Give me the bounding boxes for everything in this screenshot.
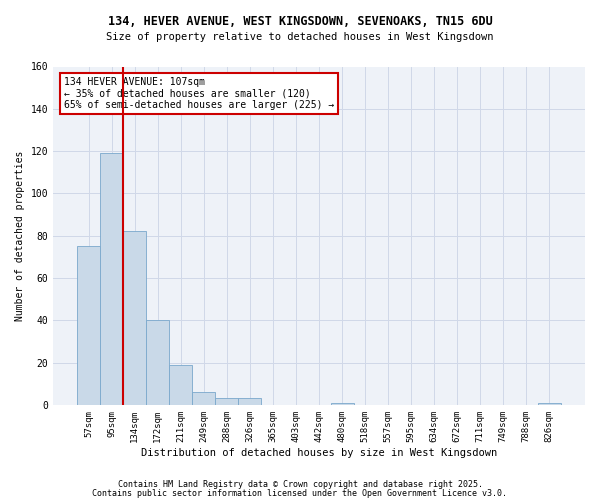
Bar	[169, 364, 193, 405]
Bar	[331, 402, 353, 405]
Text: Size of property relative to detached houses in West Kingsdown: Size of property relative to detached ho…	[106, 32, 494, 42]
Bar	[100, 153, 123, 405]
Bar	[77, 246, 100, 405]
X-axis label: Distribution of detached houses by size in West Kingsdown: Distribution of detached houses by size …	[141, 448, 497, 458]
Bar	[193, 392, 215, 405]
Bar	[123, 232, 146, 405]
Text: Contains public sector information licensed under the Open Government Licence v3: Contains public sector information licen…	[92, 489, 508, 498]
Bar	[215, 398, 238, 405]
Text: 134, HEVER AVENUE, WEST KINGSDOWN, SEVENOAKS, TN15 6DU: 134, HEVER AVENUE, WEST KINGSDOWN, SEVEN…	[107, 15, 493, 28]
Bar	[238, 398, 262, 405]
Bar	[146, 320, 169, 405]
Text: 134 HEVER AVENUE: 107sqm
← 35% of detached houses are smaller (120)
65% of semi-: 134 HEVER AVENUE: 107sqm ← 35% of detach…	[64, 76, 334, 110]
Y-axis label: Number of detached properties: Number of detached properties	[15, 150, 25, 321]
Text: Contains HM Land Registry data © Crown copyright and database right 2025.: Contains HM Land Registry data © Crown c…	[118, 480, 482, 489]
Bar	[538, 402, 561, 405]
